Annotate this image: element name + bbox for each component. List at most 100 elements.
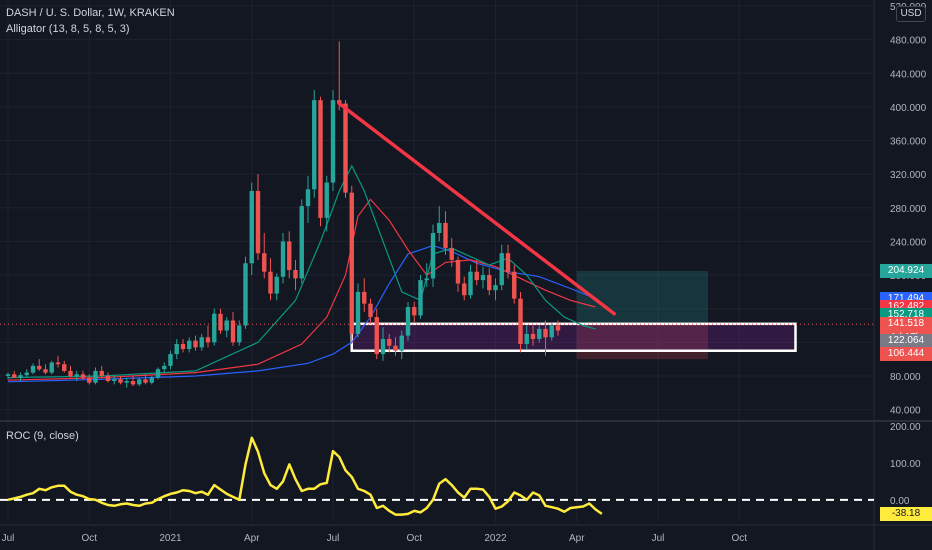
candle xyxy=(137,377,142,387)
candle xyxy=(174,338,179,360)
candle xyxy=(330,90,336,191)
candle-body xyxy=(62,364,67,371)
candle xyxy=(368,298,373,324)
candle-body xyxy=(99,370,104,376)
price-axis-label: 240.000 xyxy=(890,237,927,248)
candle xyxy=(180,338,186,353)
candle xyxy=(405,301,411,341)
price-axis-label: 400.000 xyxy=(890,103,927,114)
candle-body xyxy=(537,328,542,339)
candle xyxy=(480,266,486,289)
alligator-jaw-line xyxy=(7,244,596,383)
time-axis-label: Oct xyxy=(81,533,97,544)
candle xyxy=(205,325,211,348)
candle xyxy=(149,375,154,385)
price-axis-label: 280.000 xyxy=(890,204,927,215)
price-axis-label: 360.000 xyxy=(890,137,927,148)
candle-body xyxy=(112,379,117,382)
candle-body xyxy=(74,374,79,376)
long-position-stop-zone xyxy=(576,324,708,360)
candle xyxy=(230,312,236,346)
descending-trendline[interactable] xyxy=(337,101,616,316)
alligator-lips-line xyxy=(7,164,596,379)
candle xyxy=(212,308,217,346)
candle xyxy=(262,233,267,279)
candle-body xyxy=(530,333,536,339)
candle xyxy=(287,231,292,279)
support-zone-rectangle[interactable] xyxy=(350,322,797,352)
candle xyxy=(224,317,229,338)
time-axis-label: Oct xyxy=(406,533,422,544)
candle-body xyxy=(118,379,123,383)
candle xyxy=(443,211,448,255)
candle xyxy=(449,238,454,267)
candle-body xyxy=(218,313,223,331)
candle-body xyxy=(230,320,236,343)
candle xyxy=(418,275,423,319)
candle-body xyxy=(268,271,273,294)
candle-body xyxy=(449,248,454,260)
candle xyxy=(474,259,479,286)
alligator-legend[interactable]: Alligator (13, 8, 5, 8, 5, 3) xyxy=(6,23,130,35)
candle-body xyxy=(137,379,142,385)
candle-body xyxy=(343,103,348,193)
price-axis-label: 440.000 xyxy=(890,69,927,80)
candle xyxy=(318,96,323,227)
candle xyxy=(68,365,73,378)
candle xyxy=(462,276,467,301)
candle xyxy=(324,175,329,232)
candle xyxy=(162,362,167,373)
roc-axis-label: 200.00 xyxy=(890,422,921,433)
candle-body xyxy=(393,345,398,351)
candle-body xyxy=(355,291,361,334)
currency-button[interactable]: USD xyxy=(896,6,926,22)
candle xyxy=(24,369,29,377)
candle xyxy=(99,365,104,378)
roc-axis-label: 0.00 xyxy=(890,496,910,507)
candle-body xyxy=(499,253,504,286)
candle-body xyxy=(368,303,373,318)
candle xyxy=(268,258,273,301)
candle xyxy=(37,359,42,371)
candle xyxy=(305,175,311,223)
roc-legend[interactable]: ROC (9, close) xyxy=(6,430,79,442)
candle-body xyxy=(55,362,61,365)
candle xyxy=(80,370,86,380)
candle-body xyxy=(274,276,279,294)
candle-body xyxy=(493,285,498,291)
candle-body xyxy=(87,377,92,383)
candle-body xyxy=(380,338,386,355)
candle-body xyxy=(555,325,561,331)
time-axis-label: 2022 xyxy=(484,533,507,544)
candle-body xyxy=(399,335,404,351)
candle xyxy=(143,374,148,385)
candle xyxy=(5,372,11,380)
candle xyxy=(124,377,129,388)
candle-body xyxy=(155,369,161,378)
candle xyxy=(355,283,361,338)
candle-body xyxy=(412,307,417,316)
candle-body xyxy=(424,278,429,281)
candle-body xyxy=(124,381,129,383)
candle-body xyxy=(318,100,323,218)
candle-body xyxy=(299,206,304,279)
candle xyxy=(437,206,442,242)
candle-body xyxy=(43,369,48,373)
candle-body xyxy=(305,189,311,207)
candle-body xyxy=(349,192,354,334)
candle-body xyxy=(430,233,436,279)
candle-body xyxy=(105,375,111,382)
candle-body xyxy=(524,333,529,345)
candle-body xyxy=(287,241,292,271)
candle-body xyxy=(518,298,523,345)
time-axis-label: Jul xyxy=(652,533,665,544)
candle-body xyxy=(143,379,148,383)
price-axis-label: 480.000 xyxy=(890,36,927,47)
candle-body xyxy=(549,325,554,338)
candle xyxy=(55,355,61,368)
candle-body xyxy=(280,241,286,277)
symbol-title: DASH / U. S. Dollar, 1W, KRAKEN xyxy=(6,7,175,19)
candle-body xyxy=(387,338,392,346)
candle-body xyxy=(37,365,42,370)
candle-body xyxy=(162,365,167,370)
